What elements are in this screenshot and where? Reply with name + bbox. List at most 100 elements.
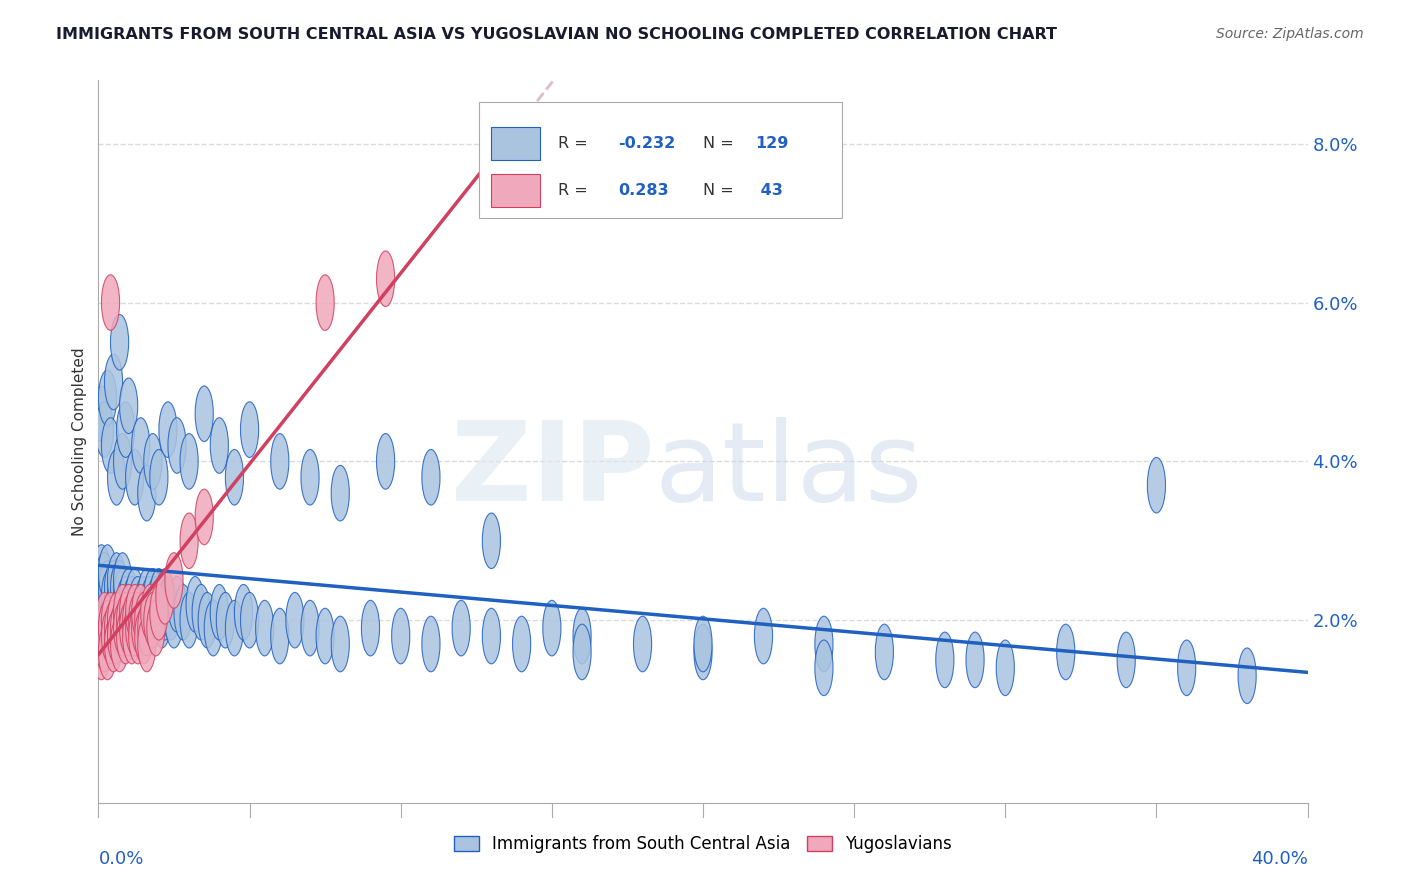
Ellipse shape: [138, 600, 156, 656]
Ellipse shape: [422, 450, 440, 505]
Text: 129: 129: [755, 136, 789, 151]
Ellipse shape: [180, 592, 198, 648]
Ellipse shape: [98, 624, 117, 680]
Ellipse shape: [217, 592, 235, 648]
Ellipse shape: [167, 576, 186, 632]
Ellipse shape: [93, 608, 111, 664]
Ellipse shape: [96, 584, 114, 640]
Ellipse shape: [225, 450, 243, 505]
Ellipse shape: [101, 600, 120, 656]
Ellipse shape: [111, 576, 129, 632]
Ellipse shape: [150, 568, 167, 624]
Ellipse shape: [135, 592, 153, 648]
Ellipse shape: [117, 401, 135, 458]
Ellipse shape: [107, 592, 125, 648]
Ellipse shape: [101, 568, 120, 624]
Ellipse shape: [159, 401, 177, 458]
Ellipse shape: [285, 592, 304, 648]
Ellipse shape: [125, 450, 143, 505]
Ellipse shape: [482, 608, 501, 664]
Ellipse shape: [93, 624, 111, 680]
Ellipse shape: [453, 600, 470, 656]
Text: Source: ZipAtlas.com: Source: ZipAtlas.com: [1216, 27, 1364, 41]
Ellipse shape: [132, 417, 150, 474]
Ellipse shape: [104, 616, 122, 672]
Ellipse shape: [125, 568, 143, 624]
Ellipse shape: [876, 624, 893, 680]
Ellipse shape: [101, 417, 120, 474]
Ellipse shape: [101, 592, 120, 648]
Ellipse shape: [122, 576, 141, 632]
Ellipse shape: [120, 568, 138, 624]
Ellipse shape: [141, 592, 159, 648]
Text: R =: R =: [558, 136, 593, 151]
Ellipse shape: [107, 553, 125, 608]
Ellipse shape: [104, 592, 122, 648]
Ellipse shape: [141, 576, 159, 632]
Ellipse shape: [150, 584, 167, 640]
Ellipse shape: [122, 592, 141, 648]
Ellipse shape: [114, 600, 132, 656]
Ellipse shape: [93, 386, 111, 442]
Ellipse shape: [96, 592, 114, 648]
Ellipse shape: [211, 417, 228, 474]
Ellipse shape: [138, 568, 156, 624]
Ellipse shape: [93, 545, 111, 600]
Ellipse shape: [132, 600, 150, 656]
Ellipse shape: [316, 608, 335, 664]
Ellipse shape: [634, 616, 651, 672]
Ellipse shape: [332, 616, 349, 672]
Ellipse shape: [129, 576, 146, 632]
Ellipse shape: [138, 616, 156, 672]
Ellipse shape: [167, 417, 186, 474]
Ellipse shape: [98, 561, 117, 616]
Ellipse shape: [316, 275, 335, 330]
Ellipse shape: [98, 370, 117, 425]
Ellipse shape: [574, 608, 591, 664]
Ellipse shape: [111, 315, 129, 370]
Ellipse shape: [1178, 640, 1195, 696]
Ellipse shape: [156, 568, 174, 624]
Ellipse shape: [101, 584, 120, 640]
Ellipse shape: [96, 553, 114, 608]
Text: ZIP: ZIP: [451, 417, 655, 524]
Ellipse shape: [165, 553, 183, 608]
Ellipse shape: [107, 568, 125, 624]
Text: atlas: atlas: [655, 417, 924, 524]
Ellipse shape: [695, 624, 711, 680]
Ellipse shape: [129, 608, 146, 664]
Text: -0.232: -0.232: [619, 136, 676, 151]
Ellipse shape: [240, 592, 259, 648]
Ellipse shape: [143, 434, 162, 489]
Ellipse shape: [120, 600, 138, 656]
Ellipse shape: [111, 616, 129, 672]
Ellipse shape: [159, 576, 177, 632]
Ellipse shape: [93, 592, 111, 648]
Ellipse shape: [392, 608, 409, 664]
Ellipse shape: [574, 624, 591, 680]
Ellipse shape: [132, 584, 150, 640]
Ellipse shape: [193, 584, 211, 640]
Ellipse shape: [114, 584, 132, 640]
Ellipse shape: [156, 584, 174, 640]
Ellipse shape: [165, 592, 183, 648]
Ellipse shape: [1147, 458, 1166, 513]
Ellipse shape: [96, 401, 114, 458]
Text: 0.0%: 0.0%: [98, 850, 143, 868]
Text: IMMIGRANTS FROM SOUTH CENTRAL ASIA VS YUGOSLAVIAN NO SCHOOLING COMPLETED CORRELA: IMMIGRANTS FROM SOUTH CENTRAL ASIA VS YU…: [56, 27, 1057, 42]
Ellipse shape: [125, 584, 143, 640]
Ellipse shape: [162, 584, 180, 640]
Ellipse shape: [301, 450, 319, 505]
Ellipse shape: [174, 584, 193, 640]
Ellipse shape: [129, 592, 146, 648]
Ellipse shape: [96, 616, 114, 672]
Ellipse shape: [141, 584, 159, 640]
Ellipse shape: [104, 561, 122, 616]
Ellipse shape: [235, 584, 253, 640]
Ellipse shape: [114, 600, 132, 656]
Ellipse shape: [107, 450, 125, 505]
Ellipse shape: [513, 616, 530, 672]
Ellipse shape: [1118, 632, 1135, 688]
Ellipse shape: [755, 608, 772, 664]
Ellipse shape: [104, 600, 122, 656]
